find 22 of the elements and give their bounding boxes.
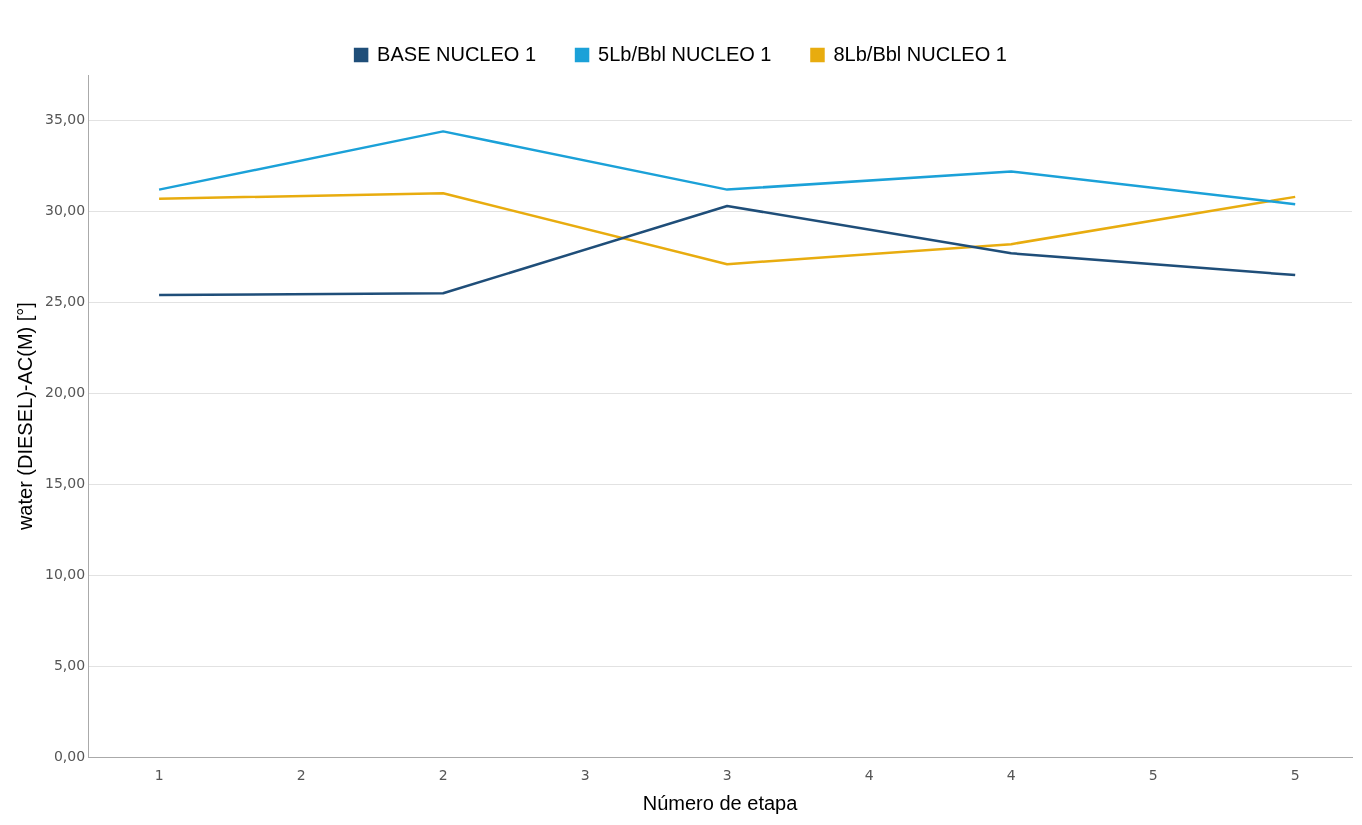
y-tick-label: 35,00: [44, 111, 86, 128]
y-tick-label: 15,00: [44, 474, 86, 491]
y-axis-title: water (DIESEL)-AC(M) [°]: [13, 302, 36, 532]
x-tick-label: 1: [154, 767, 164, 784]
y-tick-label: 30,00: [44, 202, 86, 219]
x-tick-label: 3: [580, 767, 590, 784]
y-tick-label: 25,00: [44, 293, 86, 310]
y-tick-label: 5,00: [53, 656, 86, 673]
x-tick-label: 3: [722, 767, 732, 784]
y-tick-label: 0,00: [53, 747, 86, 764]
x-tick-label: 5: [1148, 767, 1158, 784]
x-tick-label: 2: [438, 767, 448, 784]
x-tick-label: 2: [296, 767, 306, 784]
x-tick-label: 4: [864, 767, 874, 784]
legend-label: BASE NUCLEO 1: [377, 42, 537, 65]
y-tick-label: 10,00: [44, 565, 86, 582]
x-tick-label: 5: [1290, 767, 1300, 784]
x-tick-label: 4: [1006, 767, 1016, 784]
legend-label: 8Lb/Bbl NUCLEO 1: [833, 42, 1007, 65]
legend-label: 5Lb/Bbl NUCLEO 1: [598, 42, 772, 65]
y-tick-label: 20,00: [44, 384, 86, 400]
x-axis-title: Número de etapa: [642, 791, 799, 814]
